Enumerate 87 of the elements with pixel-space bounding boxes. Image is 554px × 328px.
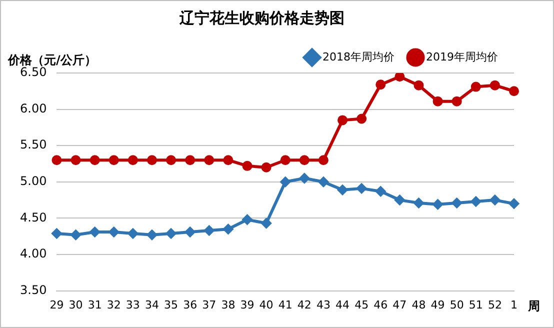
point bbox=[376, 186, 386, 196]
point bbox=[146, 155, 157, 166]
x-tick-label: 29 bbox=[50, 298, 64, 312]
x-tick-label: 32 bbox=[106, 298, 121, 312]
point bbox=[509, 86, 519, 96]
x-tick-label: 39 bbox=[240, 298, 254, 312]
point bbox=[261, 218, 272, 228]
point bbox=[108, 155, 119, 166]
point bbox=[509, 198, 519, 209]
x-tick-label: 1 bbox=[510, 298, 518, 312]
point bbox=[338, 115, 348, 126]
x-tick-label: 37 bbox=[202, 298, 216, 312]
x-tick-label: 45 bbox=[354, 298, 369, 312]
point bbox=[242, 214, 252, 225]
point bbox=[128, 155, 138, 166]
point bbox=[318, 155, 328, 166]
x-tick-label: 52 bbox=[488, 298, 502, 312]
point bbox=[146, 230, 157, 240]
point bbox=[166, 155, 176, 166]
x-tick-label: 34 bbox=[144, 298, 159, 312]
point bbox=[394, 73, 405, 82]
point bbox=[299, 173, 310, 184]
y-tick-label: 4.00 bbox=[20, 246, 47, 261]
point bbox=[470, 82, 481, 92]
x-tick-label: 50 bbox=[450, 298, 464, 312]
x-tick-label: 40 bbox=[259, 298, 274, 312]
point bbox=[108, 226, 119, 237]
x-tick-label: 49 bbox=[430, 298, 445, 312]
x-tick-label: 48 bbox=[412, 298, 426, 312]
x-axis-title: 周 bbox=[527, 298, 540, 313]
point bbox=[414, 80, 424, 90]
point bbox=[452, 198, 462, 208]
point bbox=[223, 155, 234, 166]
point bbox=[394, 195, 405, 206]
legend-label: 2019年周均价 bbox=[426, 50, 498, 64]
x-tick-label: 41 bbox=[278, 298, 292, 312]
point bbox=[242, 160, 252, 171]
point bbox=[70, 155, 81, 166]
legend-label: 2018年周均价 bbox=[322, 50, 395, 64]
point bbox=[204, 155, 214, 166]
point bbox=[470, 196, 481, 206]
x-tick-label: 44 bbox=[336, 298, 350, 312]
point bbox=[223, 224, 234, 234]
x-tick-label: 36 bbox=[183, 298, 198, 312]
y-tick-label: 6.50 bbox=[20, 65, 47, 80]
point bbox=[356, 183, 367, 194]
x-tick-label: 35 bbox=[164, 298, 178, 312]
point bbox=[490, 195, 500, 206]
point bbox=[280, 176, 290, 187]
point bbox=[356, 114, 367, 124]
x-tick-label: 31 bbox=[88, 298, 102, 312]
chart-title: 辽宁花生收购价格走势图 bbox=[178, 8, 344, 27]
point bbox=[452, 96, 462, 106]
point bbox=[128, 228, 138, 238]
point bbox=[318, 176, 328, 187]
point bbox=[376, 80, 386, 90]
x-tick-label: 42 bbox=[297, 298, 312, 312]
x-tick-label: 47 bbox=[392, 298, 407, 312]
y-tick-label: 5.50 bbox=[20, 138, 47, 152]
y-axis-title: 价格（元/公斤） bbox=[7, 53, 96, 68]
x-tick-label: 38 bbox=[221, 298, 236, 312]
point bbox=[52, 155, 62, 166]
point bbox=[280, 155, 290, 166]
point bbox=[185, 226, 196, 237]
point bbox=[70, 230, 81, 240]
point bbox=[490, 80, 500, 90]
point bbox=[204, 226, 214, 236]
point bbox=[261, 162, 272, 172]
point bbox=[166, 228, 176, 238]
x-tick-label: 33 bbox=[126, 298, 140, 312]
y-tick-label: 4.50 bbox=[20, 210, 47, 224]
x-tick-label: 30 bbox=[68, 298, 83, 312]
point bbox=[185, 155, 196, 166]
point bbox=[90, 226, 100, 237]
x-tick-label: 46 bbox=[374, 298, 388, 312]
y-tick-label: 3.50 bbox=[20, 282, 47, 297]
point bbox=[90, 155, 100, 166]
x-tick-label: 43 bbox=[316, 298, 330, 312]
x-tick-label: 51 bbox=[468, 298, 483, 312]
point bbox=[432, 96, 443, 106]
point bbox=[299, 155, 310, 166]
point bbox=[432, 199, 443, 210]
point bbox=[414, 198, 424, 208]
y-tick-label: 6.00 bbox=[20, 101, 47, 116]
point bbox=[52, 228, 62, 238]
point bbox=[338, 184, 348, 195]
y-tick-label: 5.00 bbox=[20, 174, 47, 188]
